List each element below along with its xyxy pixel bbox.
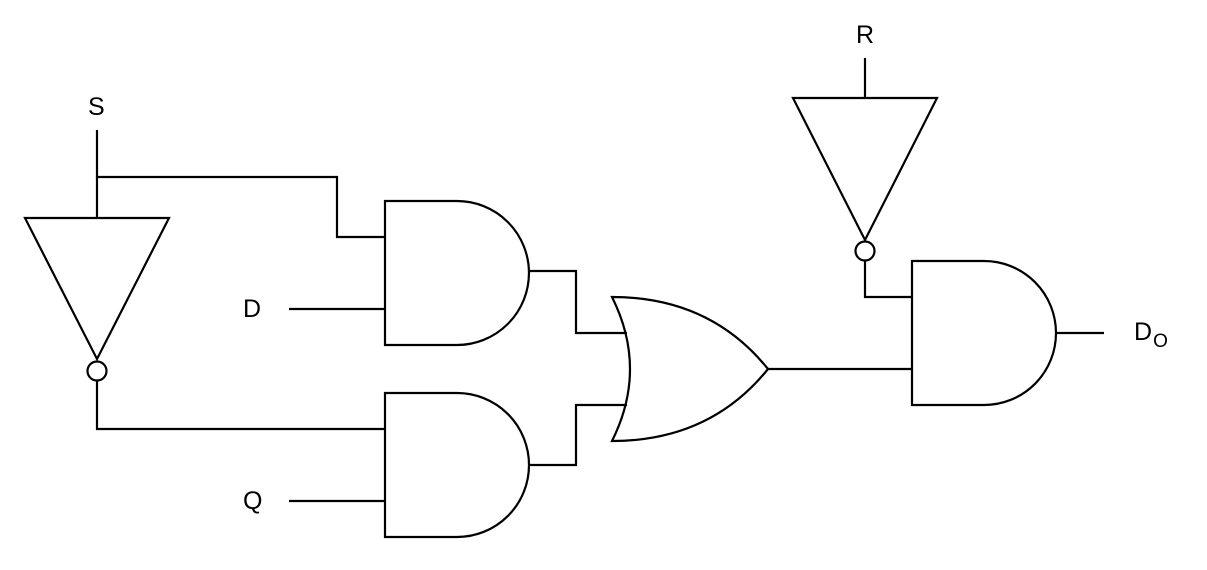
and-gate-1 bbox=[383, 199, 531, 347]
label-s: S bbox=[88, 93, 105, 121]
or-gate bbox=[610, 295, 770, 443]
and-gate-3 bbox=[910, 259, 1058, 407]
wire-and1-to-or bbox=[529, 269, 627, 335]
not-gate-s bbox=[23, 216, 171, 362]
wire-and2-to-or bbox=[529, 403, 627, 467]
label-d: D bbox=[243, 295, 262, 323]
wire-not-s-to-and2 bbox=[95, 381, 385, 431]
wire-not-r-to-and3 bbox=[863, 261, 912, 299]
wire-s-to-and1 bbox=[95, 130, 385, 239]
label-q: Q bbox=[243, 487, 263, 515]
label-r: R bbox=[856, 21, 875, 49]
not-gate-r bbox=[791, 96, 939, 243]
and-gate-2 bbox=[383, 391, 531, 539]
label-output-subscript: O bbox=[1153, 331, 1168, 352]
label-output-main: D bbox=[1134, 318, 1153, 346]
not-gate-s-bubble bbox=[86, 360, 108, 382]
label-output: DO bbox=[1134, 318, 1168, 352]
not-gate-r-bubble bbox=[854, 240, 876, 262]
